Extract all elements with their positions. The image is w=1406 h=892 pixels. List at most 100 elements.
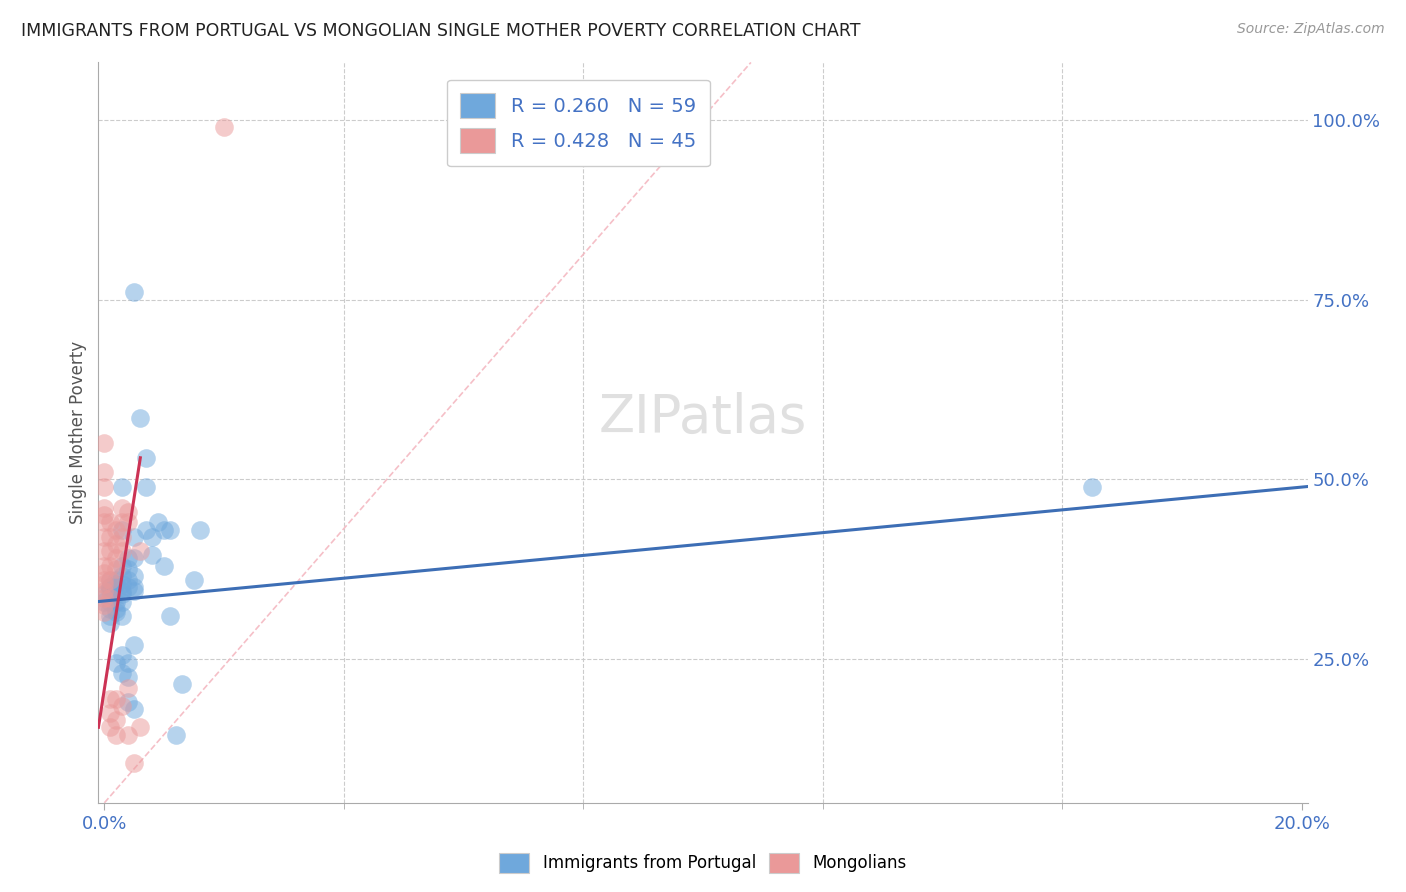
Point (105, 713, 128, 727)
Point (100, 516, 122, 530)
Point (135, 523, 157, 537)
Point (111, 516, 134, 530)
Point (117, 562, 139, 576)
Point (100, 608, 122, 623)
Point (141, 548, 163, 562)
Text: Source: ZipAtlas.com: Source: ZipAtlas.com (1237, 22, 1385, 37)
Point (159, 523, 181, 537)
Point (93, 436, 115, 450)
Point (105, 523, 128, 537)
Point (93, 605, 115, 619)
Point (111, 594, 134, 608)
Point (153, 523, 176, 537)
Point (93, 576, 115, 591)
Point (111, 569, 134, 583)
Point (117, 580, 139, 594)
Point (105, 656, 128, 670)
Point (111, 530, 134, 544)
Point (111, 648, 134, 663)
Point (93, 566, 115, 580)
Point (111, 587, 134, 601)
Point (105, 562, 128, 576)
Point (148, 516, 170, 530)
Point (93, 479, 115, 493)
Point (111, 558, 134, 573)
Point (105, 594, 128, 608)
Point (100, 583, 122, 598)
Legend: R = 0.260   N = 59, R = 0.428   N = 45: R = 0.260 N = 59, R = 0.428 N = 45 (447, 79, 710, 167)
Point (159, 608, 181, 623)
Point (117, 573, 139, 587)
Point (135, 450, 157, 465)
Point (105, 727, 128, 741)
Point (124, 569, 146, 583)
Point (93, 544, 115, 558)
Point (100, 544, 122, 558)
Point (124, 702, 146, 716)
Point (111, 666, 134, 681)
Point (212, 120, 235, 135)
Point (172, 677, 194, 691)
Point (117, 516, 139, 530)
Point (93, 594, 115, 608)
Point (111, 583, 134, 598)
Point (93, 598, 115, 612)
Point (124, 551, 146, 566)
Point (100, 616, 122, 631)
Point (93, 530, 115, 544)
Point (117, 695, 139, 709)
Point (93, 558, 115, 573)
Point (100, 601, 122, 615)
Point (100, 580, 122, 594)
Point (111, 544, 134, 558)
Point (129, 411, 152, 425)
Point (111, 479, 134, 493)
Point (129, 544, 152, 558)
Point (111, 501, 134, 516)
Point (117, 681, 139, 695)
Legend: Immigrants from Portugal, Mongolians: Immigrants from Portugal, Mongolians (492, 847, 914, 880)
Point (153, 558, 176, 573)
Point (117, 670, 139, 684)
Point (105, 587, 128, 601)
Point (93, 465, 115, 479)
Point (105, 537, 128, 551)
Point (93, 501, 115, 516)
Point (111, 576, 134, 591)
Point (124, 756, 146, 771)
Point (124, 638, 146, 652)
Text: IMMIGRANTS FROM PORTUGAL VS MONGOLIAN SINGLE MOTHER POVERTY CORRELATION CHART: IMMIGRANTS FROM PORTUGAL VS MONGOLIAN SI… (21, 22, 860, 40)
Point (93, 573, 115, 587)
Point (117, 656, 139, 670)
Point (105, 551, 128, 566)
Point (100, 580, 122, 594)
Point (93, 508, 115, 523)
Point (100, 691, 122, 706)
Point (111, 608, 134, 623)
Y-axis label: Single Mother Poverty: Single Mother Poverty (69, 341, 87, 524)
Point (117, 505, 139, 519)
Point (124, 530, 146, 544)
Point (111, 523, 134, 537)
Point (93, 591, 115, 605)
Point (124, 285, 146, 300)
Point (141, 530, 163, 544)
Point (100, 594, 122, 608)
Point (129, 720, 152, 734)
Point (100, 720, 122, 734)
Point (100, 706, 122, 720)
Point (100, 591, 122, 605)
Point (111, 698, 134, 713)
Point (105, 601, 128, 615)
Point (105, 576, 128, 591)
Point (105, 691, 128, 706)
Point (124, 580, 146, 594)
Point (117, 551, 139, 566)
Point (100, 573, 122, 587)
Point (93, 583, 115, 598)
Point (100, 530, 122, 544)
Point (100, 573, 122, 587)
Point (93, 516, 115, 530)
Point (124, 583, 146, 598)
Point (105, 605, 128, 619)
